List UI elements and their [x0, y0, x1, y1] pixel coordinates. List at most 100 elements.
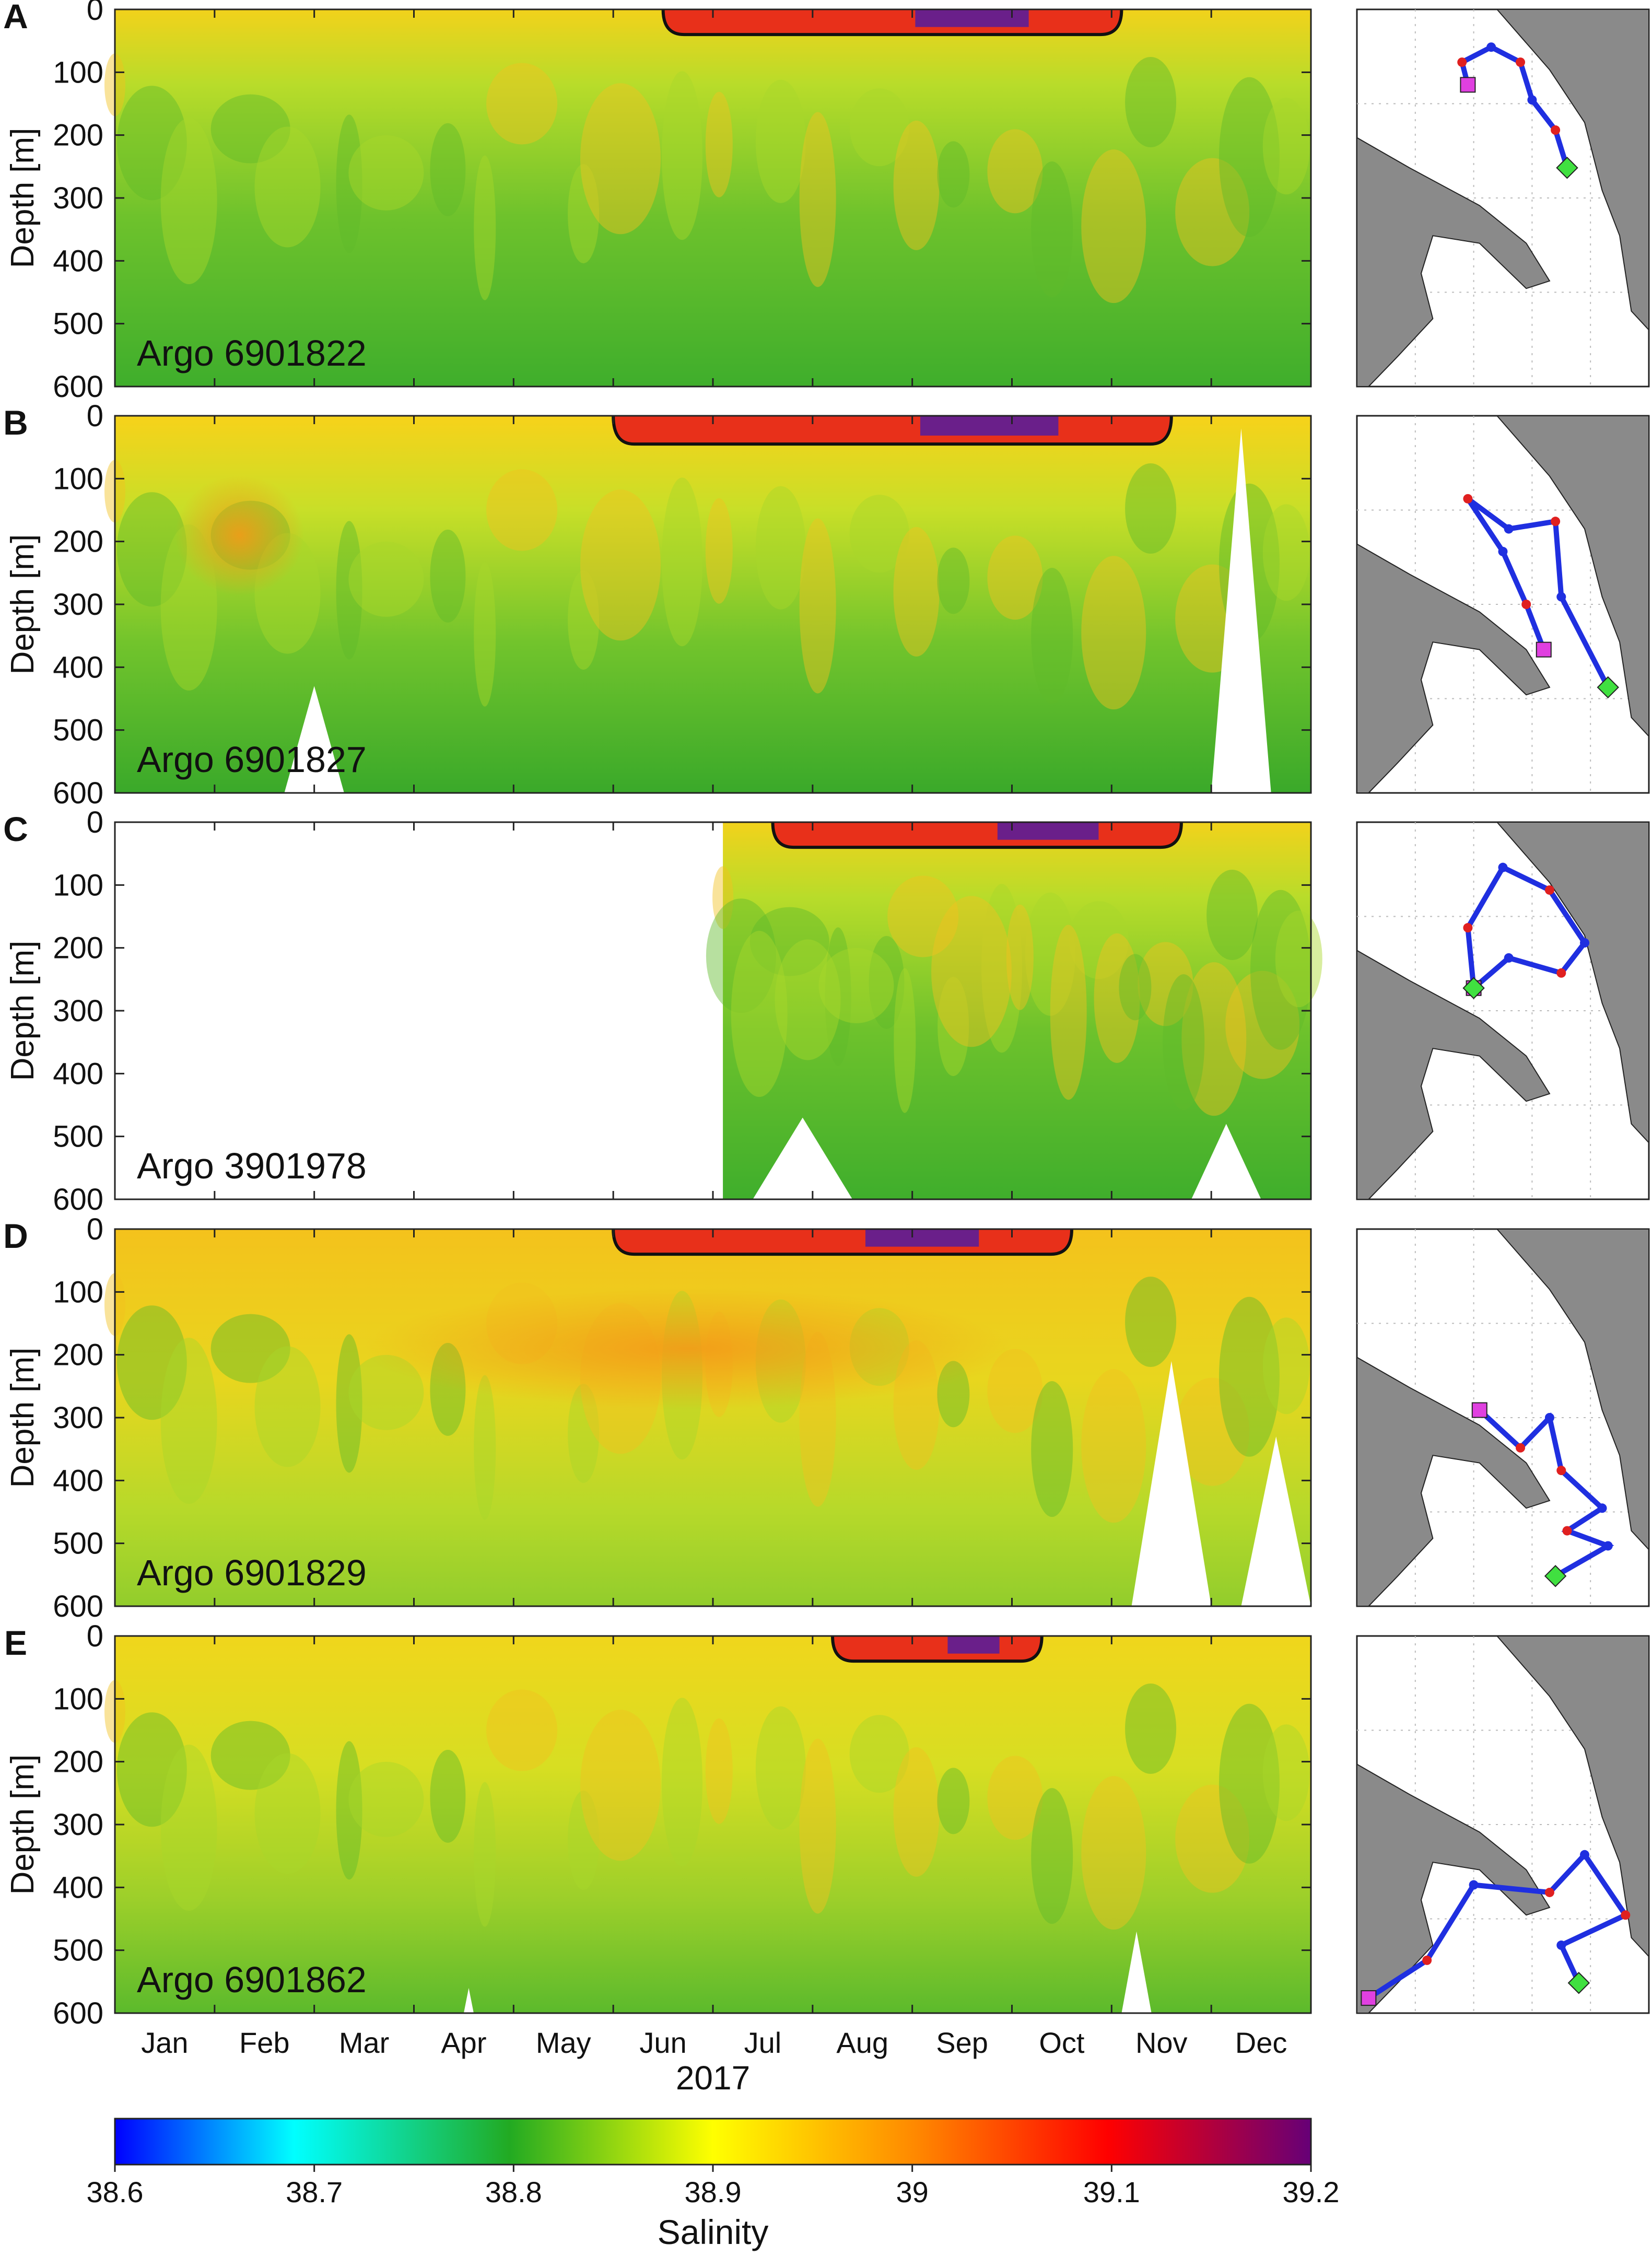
surface-max-core — [865, 1229, 979, 1247]
salinity-texture — [987, 129, 1043, 214]
salinity-texture — [849, 88, 909, 167]
trajectory-point — [1516, 57, 1526, 67]
y-tick-label: 600 — [53, 1183, 103, 1217]
trajectory-point — [1486, 42, 1496, 52]
y-tick-label: 300 — [53, 994, 103, 1028]
salinity-texture — [254, 126, 321, 248]
salinity-texture — [1125, 1276, 1177, 1367]
month-label: Jan — [141, 2026, 188, 2059]
y-tick-label: 400 — [53, 244, 103, 278]
salinity-texture — [430, 529, 466, 623]
float-label: Argo 6901862 — [137, 1959, 367, 2000]
data-gap — [1131, 1361, 1212, 1606]
land-italy — [1356, 1763, 1551, 2014]
salinity-texture — [755, 79, 806, 203]
month-label: Apr — [441, 2026, 486, 2059]
salinity-texture — [1094, 933, 1140, 1063]
isohaline-contour — [612, 1229, 1073, 1256]
trajectory-point — [1498, 546, 1508, 556]
land-balkans — [1496, 822, 1649, 1144]
salinity-texture — [116, 1712, 187, 1827]
salinity-texture — [1262, 98, 1310, 195]
trajectory-point — [1422, 1955, 1432, 1965]
y-axis-label: Depth [m] — [5, 1755, 41, 1895]
trajectory-map-c — [1356, 821, 1650, 1200]
salinity-texture — [336, 1741, 362, 1880]
salinity-texture — [568, 164, 600, 264]
salinity-texture — [1006, 904, 1034, 1010]
salinity-texture — [160, 1338, 217, 1504]
salinity-texture — [580, 489, 661, 641]
salinity-texture — [661, 477, 702, 647]
colorbar-tick-label: 38.7 — [286, 2176, 343, 2208]
float-trajectory — [1367, 1850, 1630, 2001]
salinity-texture — [1125, 56, 1177, 147]
salinity-texture — [799, 1738, 836, 1914]
panel-letter: C — [3, 810, 28, 848]
salinity-texture — [706, 898, 776, 1013]
end-marker — [1544, 1565, 1567, 1587]
salinity-texture — [938, 977, 969, 1077]
colorbar: 38.6 38.7 38.8 38.9 39 39.1 39.2 Salinity — [87, 2118, 1340, 2251]
salinity-texture — [825, 927, 851, 1066]
salinity-texture — [474, 1782, 496, 1927]
salty-core — [364, 1288, 1012, 1409]
data-gap — [753, 1117, 853, 1199]
salinity-texture — [937, 547, 970, 614]
y-tick-label: 0 — [87, 0, 103, 27]
salinity-texture — [1262, 504, 1310, 601]
trajectory-point — [1457, 57, 1467, 67]
trajectory-point — [1597, 1503, 1607, 1513]
surface-saline-layer — [663, 9, 1122, 35]
salinity-texture — [568, 570, 600, 670]
salinity-texture — [580, 1710, 661, 1861]
salinity-texture — [336, 114, 362, 253]
salinity-texture — [937, 141, 970, 208]
salinity-texture — [1262, 1317, 1310, 1415]
y-tick-label: 0 — [87, 805, 103, 839]
y-tick-label: 500 — [53, 1120, 103, 1154]
salinity-texture — [568, 1384, 600, 1483]
y-tick-label: 300 — [53, 1808, 103, 1842]
salinity-texture — [254, 1753, 321, 1874]
salty-core — [174, 475, 304, 596]
y-tick-label: 300 — [53, 181, 103, 215]
trajectory-map-a — [1356, 8, 1650, 388]
month-label: Mar — [339, 2026, 389, 2059]
salinity-texture — [1225, 971, 1300, 1079]
y-tick-label: 0 — [87, 399, 103, 433]
panel-letter: D — [3, 1217, 28, 1255]
salinity-texture — [749, 907, 829, 976]
trajectory-point — [1603, 1541, 1613, 1551]
y-tick-label: 200 — [53, 1338, 103, 1372]
data-gap — [1241, 1436, 1311, 1606]
y-tick-label: 200 — [53, 931, 103, 965]
land-balkans — [1496, 9, 1649, 332]
start-marker — [1471, 1402, 1487, 1418]
y-tick-label: 600 — [53, 776, 103, 810]
section-panel-a: 0 100 200 300 400 500 600 Depth [m] A Argo 690182… — [3, 0, 1312, 404]
salinity-texture — [336, 521, 362, 660]
month-label: Oct — [1039, 2026, 1085, 2059]
y-tick-label: 400 — [53, 1871, 103, 1904]
isohaline-contour — [661, 9, 1123, 37]
y-tick-label: 100 — [53, 462, 103, 496]
salinity-texture — [1031, 568, 1073, 704]
trajectory-map-b — [1356, 415, 1650, 794]
salinity-texture — [1031, 1381, 1073, 1517]
salinity-texture — [1262, 1724, 1310, 1821]
trajectory-point — [1527, 95, 1537, 105]
float-label: Argo 6901827 — [137, 739, 367, 780]
end-marker — [1597, 676, 1619, 699]
salinity-texture — [1219, 77, 1280, 237]
y-axis-label: Depth [m] — [5, 1348, 41, 1488]
salinity-texture — [486, 469, 558, 551]
year-label: 2017 — [676, 2059, 750, 2097]
salinity-texture — [987, 1756, 1043, 1840]
salinity-texture — [336, 1334, 362, 1473]
end-marker — [1567, 1972, 1590, 1994]
month-label: Nov — [1135, 2026, 1188, 2059]
salinity-texture — [254, 1346, 321, 1467]
salinity-texture — [1125, 1683, 1177, 1774]
section-panel-b: 0 100 200 300 400 500 600 Depth [m] B Argo 690182… — [3, 399, 1312, 810]
